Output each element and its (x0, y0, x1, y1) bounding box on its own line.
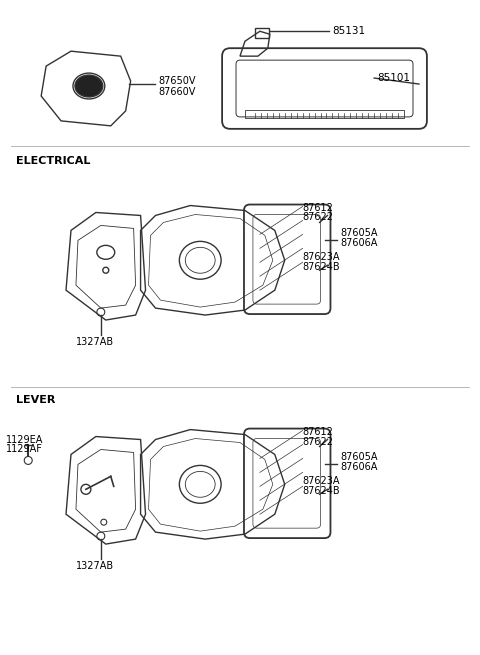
Bar (245, 110, 404, 118)
Text: 87660V: 87660V (158, 87, 196, 97)
Text: 87650V: 87650V (158, 76, 196, 86)
Bar (255, 28, 269, 38)
Text: ELECTRICAL: ELECTRICAL (16, 156, 91, 166)
Text: 87624B: 87624B (302, 486, 340, 496)
Text: 1129AF: 1129AF (6, 445, 43, 455)
Text: 87612: 87612 (302, 426, 334, 436)
Text: LEVER: LEVER (16, 395, 56, 405)
Text: 1327AB: 1327AB (76, 561, 114, 571)
Text: 1327AB: 1327AB (76, 337, 114, 347)
Text: 87623A: 87623A (302, 476, 340, 487)
Text: 87624B: 87624B (302, 262, 340, 272)
Text: 87606A: 87606A (340, 462, 378, 472)
Text: 85131: 85131 (333, 26, 366, 36)
Text: 87605A: 87605A (340, 453, 378, 462)
Ellipse shape (75, 75, 103, 97)
Text: 87605A: 87605A (340, 229, 378, 238)
Text: 87622: 87622 (302, 436, 334, 447)
Text: 1129EA: 1129EA (6, 434, 44, 445)
Text: 87606A: 87606A (340, 238, 378, 248)
Text: 87622: 87622 (302, 212, 334, 223)
Text: 87612: 87612 (302, 202, 334, 212)
Text: 87623A: 87623A (302, 252, 340, 262)
Text: 85101: 85101 (377, 73, 410, 83)
